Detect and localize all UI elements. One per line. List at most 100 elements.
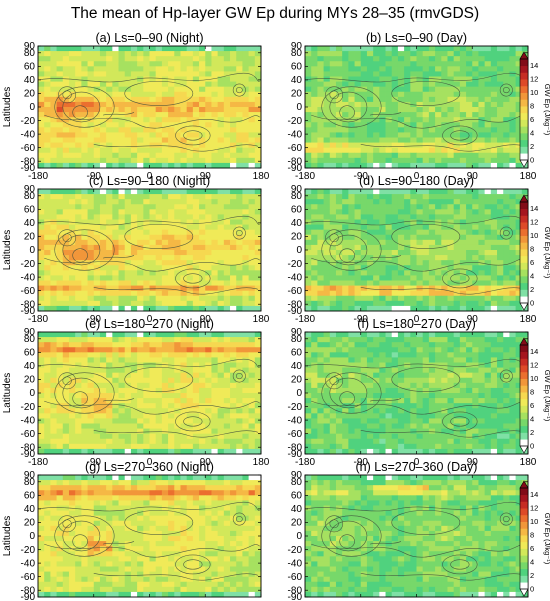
heatmap-cell (199, 239, 206, 246)
heatmap-cell (466, 127, 473, 133)
heatmap-cell (236, 387, 243, 394)
heatmap-cell (435, 255, 442, 261)
heatmap-cell (478, 61, 486, 67)
heatmap-cell (56, 199, 64, 205)
heatmap-cell (230, 332, 237, 338)
heatmap-cell (484, 96, 492, 103)
heatmap-cell (143, 285, 150, 292)
y-tick-label: 90 (291, 41, 303, 52)
heatmap-cell (404, 117, 411, 123)
heatmap-cell (38, 347, 45, 353)
heatmap-cell (242, 112, 250, 118)
heatmap-cell (223, 219, 231, 225)
heatmap-cell (168, 209, 175, 215)
heatmap-cell (118, 56, 126, 62)
heatmap-cell (68, 96, 76, 103)
heatmap-cell (161, 280, 169, 286)
heatmap-cell (354, 342, 362, 348)
heatmap-cell (180, 56, 188, 62)
heatmap-cell (305, 56, 312, 62)
heatmap-cell (174, 285, 181, 292)
heatmap-cell (118, 86, 126, 93)
heatmap-cell (503, 234, 510, 241)
heatmap-cell (490, 342, 498, 348)
heatmap-cell (112, 56, 119, 62)
heatmap-cell (404, 362, 411, 368)
heatmap-cell (342, 300, 349, 307)
heatmap-cell (472, 81, 479, 88)
heatmap-cell (236, 398, 243, 404)
heatmap-cell (186, 443, 194, 450)
heatmap-cell (199, 382, 206, 389)
contour (311, 257, 527, 272)
heatmap-cell (478, 199, 486, 205)
heatmap-cell (186, 71, 194, 77)
heatmap-cell (50, 433, 57, 440)
heatmap-cell (199, 393, 206, 399)
heatmap-cell (478, 51, 486, 57)
heatmap-cell (56, 403, 64, 409)
heatmap-cell (484, 152, 492, 159)
heatmap-cell (180, 342, 188, 348)
heatmap-cell (354, 352, 362, 358)
heatmap-cell (503, 332, 510, 338)
y-tick-label: 60 (24, 62, 36, 73)
heatmap-cell (192, 189, 200, 195)
heatmap-cell (38, 332, 45, 338)
heatmap-cell (180, 152, 188, 159)
heatmap-cell (186, 244, 194, 251)
heatmap-cell (447, 61, 455, 67)
heatmap-cell (385, 199, 393, 205)
heatmap-cell (223, 239, 231, 246)
heatmap-cell (435, 51, 442, 57)
heatmap-cell (248, 117, 256, 123)
panel-title: (d) Ls=90–180 (Day) (359, 174, 474, 188)
heatmap-cell (441, 229, 448, 236)
heatmap-cell (254, 209, 262, 215)
heatmap-cell (230, 61, 237, 67)
heatmap-cell (397, 280, 405, 286)
heatmap-cell (118, 81, 126, 88)
x-tick-label: 180 (253, 171, 270, 182)
heatmap-cell (143, 332, 150, 338)
y-tick-label: 0 (296, 102, 302, 113)
heatmap-cell (230, 423, 237, 429)
heatmap-cell (354, 214, 362, 220)
heatmap-cell (205, 367, 212, 374)
heatmap-cell (354, 332, 362, 338)
heatmap-cell (155, 219, 163, 225)
heatmap-cell (366, 101, 374, 108)
heatmap-cell (161, 56, 169, 62)
heatmap-cell (155, 270, 163, 276)
heatmap-cell (137, 209, 144, 215)
heatmap-cell (186, 189, 194, 195)
heatmap-cell (305, 290, 312, 297)
heatmap-cell (62, 224, 70, 231)
heatmap-cell (230, 270, 237, 276)
heatmap-cell (186, 377, 194, 384)
heatmap-cell (192, 372, 200, 379)
heatmap-cell (50, 337, 57, 343)
heatmap-cell (379, 250, 386, 256)
y-tick-label: -80 (288, 299, 303, 310)
heatmap-cell (143, 438, 150, 445)
heatmap-cell (62, 56, 70, 62)
heatmap-cell (248, 107, 256, 113)
heatmap-cell (174, 332, 181, 338)
heatmap-cell (236, 418, 243, 424)
heatmap-cell (180, 305, 188, 312)
y-tick-label: 0 (29, 388, 35, 399)
heatmap-cell (422, 234, 430, 241)
heatmap-cell (242, 61, 250, 67)
x-tick-label: 0 (147, 314, 153, 325)
heatmap-cell (223, 377, 231, 384)
heatmap-cell (81, 443, 88, 450)
heatmap-cell (503, 337, 510, 343)
heatmap-cell (242, 413, 250, 419)
heatmap-cell (254, 342, 262, 348)
heatmap-cell (118, 209, 126, 215)
heatmap-cell (236, 112, 243, 118)
heatmap-cell (397, 372, 405, 379)
heatmap-cell (38, 377, 45, 384)
heatmap-cell (472, 300, 479, 307)
